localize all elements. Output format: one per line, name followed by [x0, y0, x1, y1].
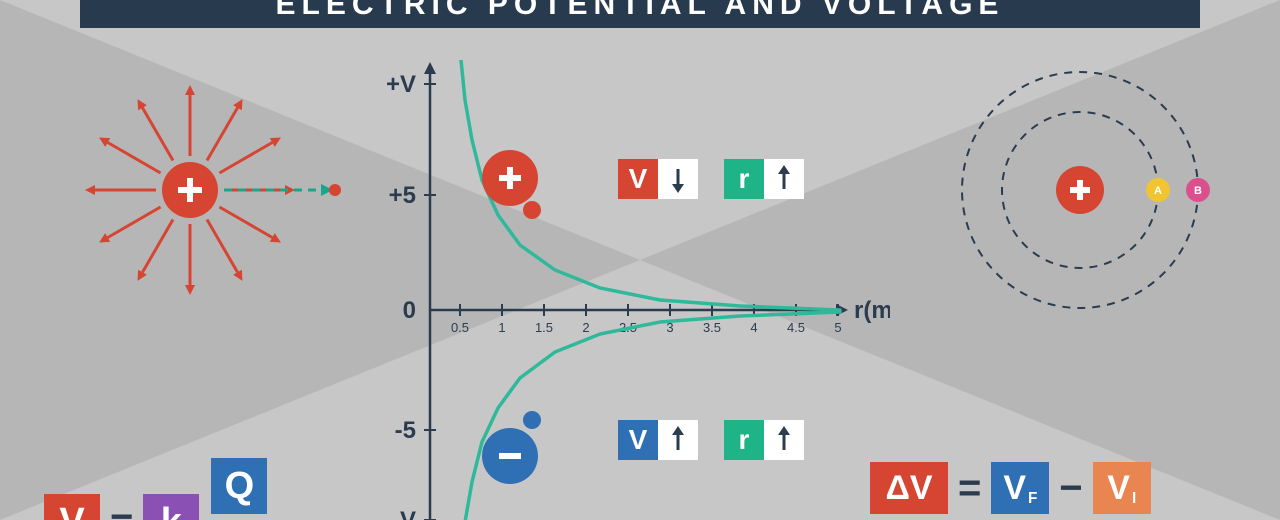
formula-v-kq-r: V = k Qr — [44, 458, 269, 520]
svg-text:3.5: 3.5 — [703, 320, 721, 335]
arrow-up-icon — [764, 420, 804, 460]
formula-term: VF — [991, 462, 1049, 514]
trend-tile-letter: r — [724, 159, 764, 199]
svg-text:1: 1 — [498, 320, 505, 335]
svg-text:1.5: 1.5 — [535, 320, 553, 335]
arrow-up-icon — [764, 159, 804, 199]
formula-term: ΔV — [870, 462, 948, 514]
trend-tile: V — [618, 420, 698, 460]
svg-text:B: B — [1194, 185, 1202, 197]
title-text: ELECTRIC POTENTIAL AND VOLTAGE — [276, 0, 1005, 22]
svg-text:-V: -V — [392, 507, 416, 520]
svg-text:5: 5 — [834, 320, 841, 335]
trend-tile: r — [724, 420, 804, 460]
arrow-up-icon — [658, 420, 698, 460]
orbit-diagram: AB — [940, 50, 1220, 330]
title-bar: ELECTRIC POTENTIAL AND VOLTAGE — [80, 0, 1200, 28]
svg-text:0: 0 — [403, 297, 416, 324]
formula-term: Q — [211, 458, 267, 514]
svg-text:-5: -5 — [395, 417, 416, 444]
equals-sign: = — [958, 466, 981, 511]
formula-term: VI — [1093, 462, 1151, 514]
svg-text:r(m): r(m) — [854, 297, 890, 324]
trend-tile-letter: r — [724, 420, 764, 460]
trend-tile: V — [618, 159, 698, 199]
svg-text:0.5: 0.5 — [451, 320, 469, 335]
arrow-down-icon — [658, 159, 698, 199]
svg-text:+5: +5 — [389, 182, 416, 209]
trend-tile-letter: V — [618, 420, 658, 460]
svg-text:2: 2 — [582, 320, 589, 335]
minus-sign: − — [1059, 466, 1082, 511]
trend-tile-letter: V — [618, 159, 658, 199]
formula-delta-v: ΔV=VF−VI — [870, 462, 1151, 514]
svg-text:4: 4 — [750, 320, 757, 335]
svg-text:4.5: 4.5 — [787, 320, 805, 335]
svg-text:A: A — [1154, 185, 1162, 197]
formula-term: k — [143, 494, 199, 520]
trend-tiles-negative: V r — [618, 420, 804, 460]
svg-text:+V: +V — [386, 71, 416, 98]
trend-tiles-positive: V r — [618, 159, 804, 199]
trend-tile: r — [724, 159, 804, 199]
equals-sign: = — [110, 500, 133, 520]
formula-term: V — [44, 494, 100, 520]
radiating-charge — [10, 60, 370, 320]
formula-fraction: Qr — [209, 458, 269, 520]
